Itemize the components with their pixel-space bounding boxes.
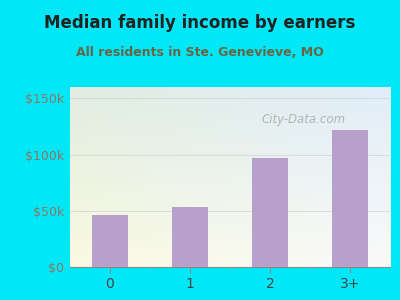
Text: Median family income by earners: Median family income by earners [44, 14, 356, 32]
Bar [332, 130, 368, 267]
Bar [92, 215, 128, 267]
Bar [172, 207, 208, 267]
Bar [252, 158, 288, 267]
Text: All residents in Ste. Genevieve, MO: All residents in Ste. Genevieve, MO [76, 46, 324, 59]
Text: City-Data.com: City-Data.com [262, 113, 346, 126]
